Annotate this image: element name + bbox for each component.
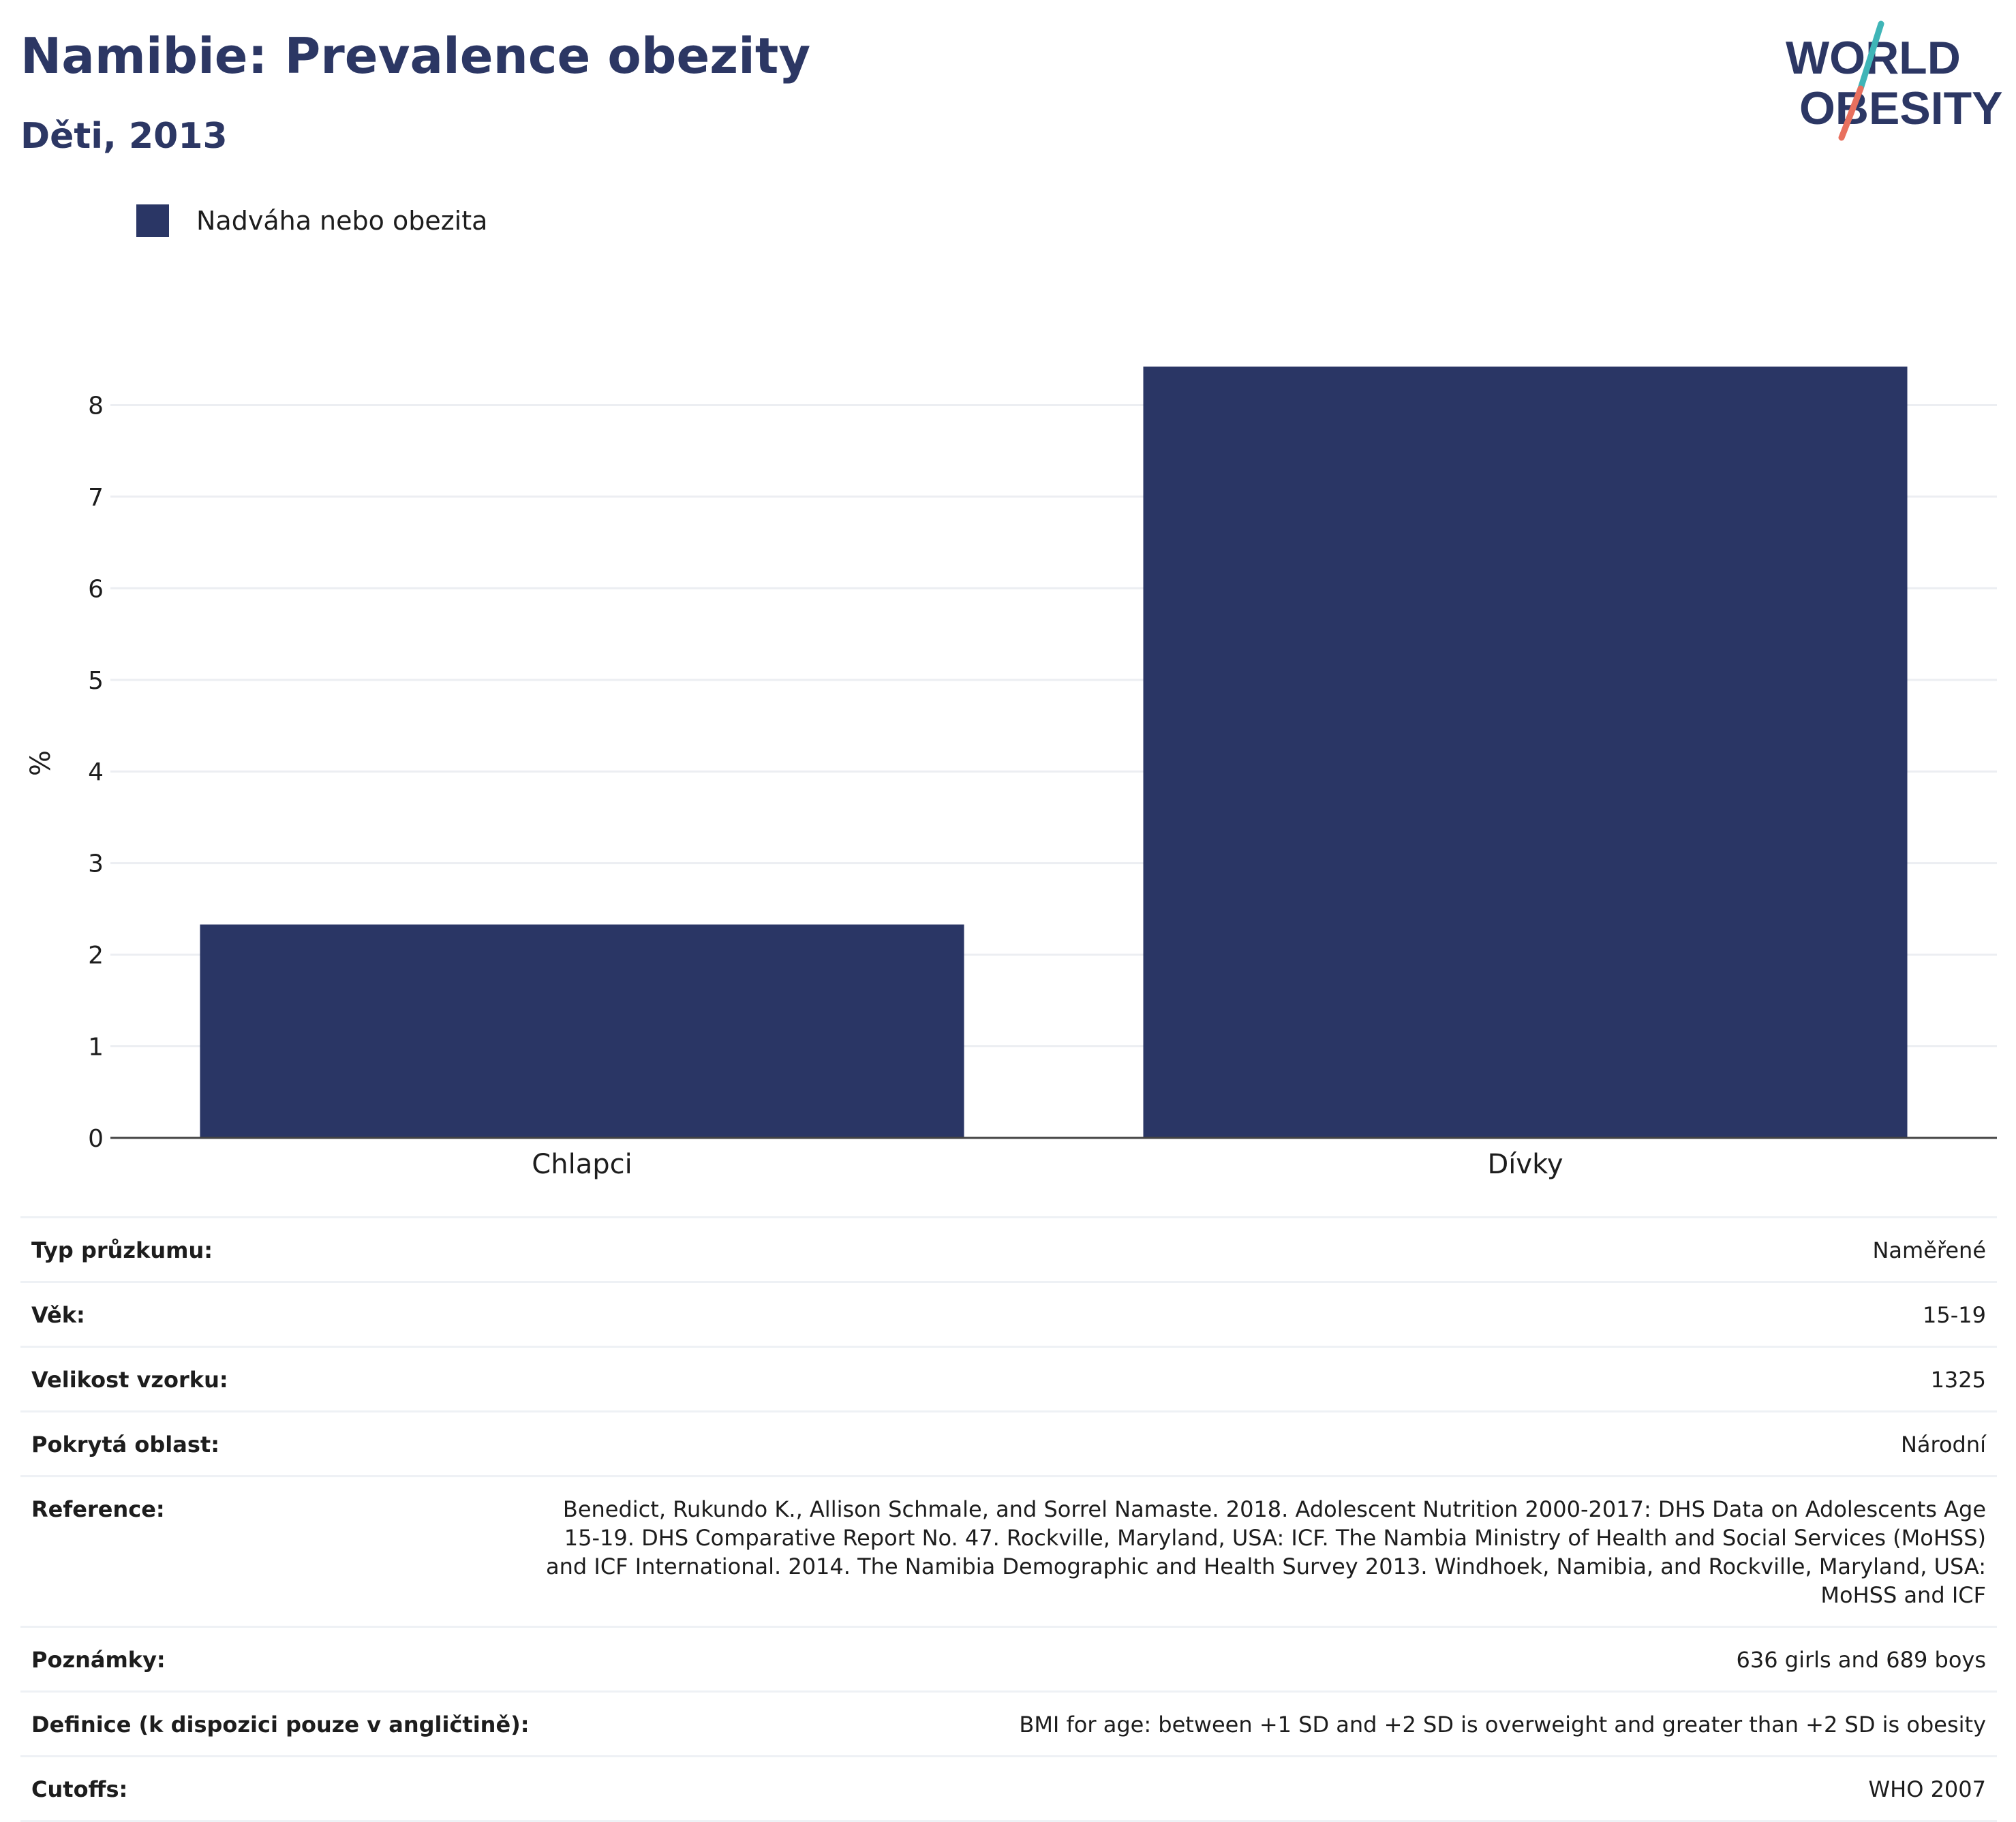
details-label: Cutoffs: [31,1776,128,1802]
logo-slash-teal [1857,20,1884,92]
details-value: Naměřené [1872,1237,1986,1263]
details-value: 636 girls and 689 boys [1736,1647,1986,1673]
details-value: Benedict, Rukundo K., Allison Schmale, a… [546,1496,1986,1608]
bar [1143,366,1908,1138]
details-row: Reference: Benedict, Rukundo K., Allison … [20,1475,1997,1626]
details-row: Věk: 15-19 [20,1281,1997,1346]
details-label: Definice (k dispozici pouze v angličtině… [31,1712,530,1738]
details-value: 1325 [1930,1367,1986,1393]
bar [200,924,964,1138]
details-value: BMI for age: between +1 SD and +2 SD is … [1019,1712,1986,1738]
details-label: Pokrytá oblast: [31,1432,219,1457]
y-tick-label: 6 [88,575,104,603]
legend-label: Nadváha nebo obezita [196,206,488,236]
y-tick-label: 0 [88,1125,104,1153]
details-label: Věk: [31,1302,85,1328]
page-subtitle: Děti, 2013 [20,116,228,157]
details-label: Reference: [31,1496,165,1522]
y-tick-label: 8 [88,392,104,420]
details-label: Velikost vzorku: [31,1367,228,1393]
y-tick-label: 1 [88,1034,104,1062]
logo-slash-coral [1838,85,1864,141]
x-tick-label: Chlapci [532,1149,632,1180]
details-row: Poznámky: 636 girls and 689 boys [20,1626,1997,1690]
details-row: Pokrytá oblast: Národní [20,1410,1997,1475]
y-tick-label: 2 [88,942,104,970]
world-obesity-logo: WORLD OBESITY [1786,20,2003,141]
y-tick-label: 5 [88,667,104,695]
details-table: Typ průzkumu: Naměřené Věk: 15-19 Velikost v… [20,1216,1997,1822]
details-row: Definice (k dispozici pouze v angličtině… [20,1690,1997,1755]
details-label: Typ průzkumu: [31,1237,213,1263]
chart-legend: Nadváha nebo obezita [136,203,487,238]
details-row: Cutoffs: WHO 2007 [20,1755,1997,1822]
details-label: Poznámky: [31,1647,166,1673]
y-tick-label: 4 [88,758,104,786]
details-row: Typ průzkumu: Naměřené [20,1216,1997,1281]
logo-text-obesity: OBESITY [1799,82,2003,134]
page-title: Namibie: Prevalence obezity [20,27,811,84]
details-value: 15-19 [1923,1302,1986,1328]
y-tick-label: 7 [88,484,104,512]
details-value: WHO 2007 [1868,1776,1987,1802]
bar-chart: 0 1 2 3 4 5 6 7 8 Chlapci Dívky [88,366,1997,1180]
x-tick-label: Dívky [1488,1149,1563,1180]
y-tick-label: 3 [88,850,104,878]
details-value: Národní [1900,1432,1986,1457]
details-row: Velikost vzorku: 1325 [20,1346,1997,1410]
legend-swatch [136,204,169,237]
